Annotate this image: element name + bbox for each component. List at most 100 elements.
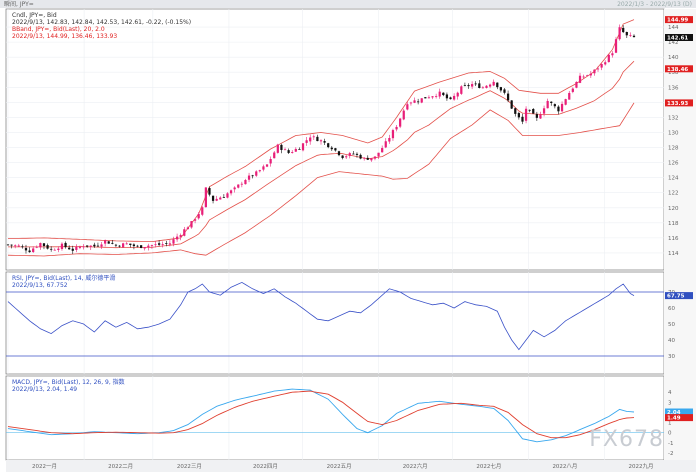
candle xyxy=(629,32,632,37)
candle xyxy=(60,242,64,251)
candle-body xyxy=(168,243,172,245)
candle xyxy=(104,239,107,247)
candle-body xyxy=(327,143,330,148)
price-tag-box xyxy=(665,65,693,73)
candle-body xyxy=(6,244,10,246)
candle xyxy=(456,91,459,100)
candle-body xyxy=(406,104,409,110)
candle-body xyxy=(474,83,477,85)
price-tag: 138.46 xyxy=(665,65,693,73)
candle xyxy=(129,243,132,248)
candle-body xyxy=(492,81,495,86)
candle xyxy=(373,156,377,161)
candle-body xyxy=(557,106,560,112)
candle xyxy=(532,108,535,114)
price-tag-box xyxy=(665,414,693,422)
candle-body xyxy=(622,27,625,33)
rsi-tick-label: 40 xyxy=(668,338,675,344)
candle-body xyxy=(582,76,585,78)
macd-tick-label: 1 xyxy=(668,421,672,427)
candle xyxy=(611,51,614,58)
candle xyxy=(453,93,456,101)
candle-body xyxy=(24,248,28,251)
candle xyxy=(233,186,236,193)
candle xyxy=(179,233,182,241)
price-tag-box xyxy=(665,292,693,300)
candle xyxy=(143,246,146,251)
candle xyxy=(82,244,85,250)
candle-body xyxy=(355,153,359,155)
candle-body xyxy=(377,152,380,157)
candle-body xyxy=(10,244,13,246)
candle xyxy=(341,155,344,160)
candle-body xyxy=(60,243,64,250)
x-tick-label: 2022四月 xyxy=(253,463,278,470)
candle-body xyxy=(197,214,200,219)
candle-body xyxy=(363,157,366,159)
candle-body xyxy=(564,99,567,105)
candle-body xyxy=(618,27,621,40)
candle xyxy=(175,233,179,242)
candle-body xyxy=(528,109,531,111)
candle xyxy=(64,241,67,249)
candle xyxy=(6,244,10,246)
candle xyxy=(283,147,287,151)
candle xyxy=(50,246,53,252)
price-tag-label: 1.49 xyxy=(667,416,681,422)
candle xyxy=(600,63,603,71)
candles xyxy=(6,24,636,255)
candle-body xyxy=(366,157,369,160)
price-panel xyxy=(5,8,665,271)
price-tag: 67.75 xyxy=(665,292,693,300)
candle-body xyxy=(222,197,225,198)
candle-body xyxy=(409,102,413,104)
candle xyxy=(431,95,434,100)
candle-body xyxy=(118,245,121,247)
candle xyxy=(255,170,258,177)
candle-body xyxy=(550,101,553,103)
candle xyxy=(305,136,308,146)
candle xyxy=(24,244,28,254)
candle xyxy=(244,178,247,185)
candle-body xyxy=(449,97,452,100)
candle xyxy=(201,206,204,217)
candle-body xyxy=(219,197,222,200)
candle-body xyxy=(438,91,441,97)
candle xyxy=(352,151,355,155)
candle-body xyxy=(201,207,204,215)
price-tag-label: 67.75 xyxy=(667,294,685,300)
candle xyxy=(528,109,531,113)
candle xyxy=(71,245,74,255)
candle xyxy=(571,87,574,94)
candle xyxy=(265,164,269,168)
candle xyxy=(161,241,164,248)
rsi-tick-label: 60 xyxy=(668,306,675,312)
candle-body xyxy=(100,244,103,247)
candle-body xyxy=(291,152,294,153)
candle xyxy=(560,101,564,113)
candle-body xyxy=(64,242,67,248)
candle xyxy=(140,244,143,249)
candle xyxy=(330,145,333,152)
candle-body xyxy=(140,245,143,249)
candle-body xyxy=(427,97,431,99)
candle xyxy=(273,150,276,159)
candle xyxy=(510,100,513,109)
price-tag-label: 133.93 xyxy=(667,101,688,107)
candle xyxy=(136,244,139,248)
price-header-line3: BBand, JPY=, Bid(Last), 20, 2.0 xyxy=(12,26,105,33)
candle-body xyxy=(589,73,592,76)
candle-body xyxy=(586,75,589,77)
price-tag-label: 144.99 xyxy=(667,18,688,24)
price-tags: 144.99 142.61 138.46 133.93 67.75 2.041.49 xyxy=(665,16,693,422)
candle-body xyxy=(460,86,463,94)
candle-body xyxy=(262,166,265,170)
price-tick-label: 116 xyxy=(668,236,679,242)
rsi-header: RSI, JPY=, Bid(Last), 14, 威尔德平滑 2022/9/1… xyxy=(12,274,115,289)
candle xyxy=(467,83,470,89)
candle-body xyxy=(68,247,71,250)
candle xyxy=(93,242,96,248)
candle-body xyxy=(251,175,254,177)
candle-body xyxy=(237,184,240,188)
candle-body xyxy=(381,148,384,153)
